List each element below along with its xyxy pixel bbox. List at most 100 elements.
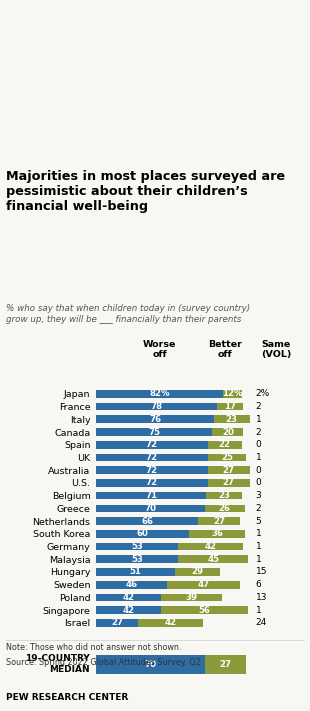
Text: 27: 27 [219, 660, 232, 668]
Bar [96, 505, 205, 512]
Text: 46: 46 [126, 580, 138, 589]
Text: Better
off: Better off [208, 340, 242, 359]
Text: 2: 2 [256, 402, 261, 411]
Bar [96, 492, 206, 499]
Bar [217, 402, 243, 410]
Text: 42: 42 [164, 619, 177, 627]
Bar [205, 505, 245, 512]
Text: 51: 51 [130, 567, 142, 577]
Text: 36: 36 [211, 529, 223, 538]
Bar [178, 555, 248, 563]
Text: 76: 76 [149, 415, 161, 424]
Text: 78: 78 [150, 402, 163, 411]
Bar [175, 568, 220, 576]
Text: 70: 70 [144, 660, 156, 668]
Bar [96, 441, 208, 449]
Text: 42: 42 [122, 593, 135, 602]
Text: 72: 72 [146, 479, 158, 488]
Text: 72: 72 [146, 453, 158, 462]
Bar [96, 402, 217, 410]
Text: 25: 25 [221, 453, 233, 462]
Text: 12%: 12% [222, 390, 243, 398]
Bar [96, 568, 175, 576]
Bar [96, 466, 208, 474]
Text: 20: 20 [222, 427, 234, 437]
Text: 1: 1 [256, 542, 262, 551]
Bar [96, 479, 208, 487]
Bar [96, 428, 212, 436]
Text: 71: 71 [145, 491, 157, 500]
Bar [96, 415, 214, 423]
Text: 3: 3 [256, 491, 262, 500]
Text: 17: 17 [224, 402, 236, 411]
Bar [138, 619, 203, 626]
Text: Same
(VOL): Same (VOL) [261, 340, 291, 359]
Text: 19-COUNTRY
MEDIAN: 19-COUNTRY MEDIAN [25, 654, 90, 674]
Bar [198, 518, 240, 525]
Bar [223, 390, 242, 397]
Text: 2: 2 [256, 427, 261, 437]
Text: 1: 1 [256, 529, 262, 538]
Text: 53: 53 [131, 555, 143, 564]
Text: 6: 6 [256, 580, 262, 589]
Text: 5: 5 [256, 517, 262, 525]
Text: 2: 2 [256, 504, 261, 513]
Text: 24: 24 [256, 619, 267, 627]
Text: 1: 1 [256, 555, 262, 564]
Text: Note: Those who did not answer not shown.: Note: Those who did not answer not shown… [6, 643, 182, 653]
Text: 45: 45 [207, 555, 219, 564]
Text: Source: Spring 2022 Global Attitudes Survey. Q2.: Source: Spring 2022 Global Attitudes Sur… [6, 658, 204, 667]
Bar [96, 594, 161, 602]
Text: 27: 27 [223, 479, 235, 488]
Text: 72: 72 [146, 466, 158, 475]
Text: 66: 66 [141, 517, 153, 525]
Bar [189, 530, 245, 538]
Text: 39: 39 [185, 593, 197, 602]
Bar [178, 542, 243, 550]
Text: 42: 42 [205, 542, 217, 551]
Text: 1: 1 [256, 415, 262, 424]
Text: 15: 15 [256, 567, 267, 577]
Bar [96, 454, 208, 461]
Text: 56: 56 [199, 606, 210, 614]
Bar [214, 415, 250, 423]
Text: 70: 70 [144, 504, 156, 513]
Text: 26: 26 [219, 504, 231, 513]
Text: Majorities in most places surveyed are
pessimistic about their children’s
financ: Majorities in most places surveyed are p… [6, 171, 285, 213]
Text: 42: 42 [122, 606, 135, 614]
Text: 75: 75 [148, 427, 160, 437]
Text: 60: 60 [137, 529, 148, 538]
Text: 1: 1 [256, 606, 262, 614]
Bar [96, 542, 178, 550]
Bar [205, 655, 246, 673]
Bar [206, 492, 242, 499]
Bar [212, 428, 243, 436]
Text: 0: 0 [256, 466, 262, 475]
Text: 22: 22 [219, 440, 231, 449]
Bar [161, 594, 222, 602]
Text: 53: 53 [131, 542, 143, 551]
Bar [96, 581, 167, 589]
Text: 47: 47 [198, 580, 210, 589]
Bar [208, 454, 246, 461]
Text: 2%: 2% [256, 390, 270, 398]
Text: 27: 27 [111, 619, 123, 627]
Bar [96, 518, 198, 525]
Bar [96, 555, 178, 563]
Bar [96, 655, 205, 673]
Text: Worse
off: Worse off [143, 340, 176, 359]
Text: 72: 72 [146, 440, 158, 449]
Bar [208, 466, 250, 474]
Bar [96, 530, 189, 538]
Text: 1: 1 [256, 453, 262, 462]
Text: 0: 0 [256, 479, 262, 488]
Text: 0: 0 [256, 440, 262, 449]
Bar [96, 606, 161, 614]
Text: % who say that when children today in (survey country)
grow up, they will be ___: % who say that when children today in (s… [6, 304, 250, 324]
Bar [208, 479, 250, 487]
Text: 23: 23 [218, 491, 230, 500]
Bar [161, 606, 248, 614]
Text: PEW RESEARCH CENTER: PEW RESEARCH CENTER [6, 693, 128, 702]
Text: 27: 27 [223, 466, 235, 475]
Text: 27: 27 [213, 517, 225, 525]
